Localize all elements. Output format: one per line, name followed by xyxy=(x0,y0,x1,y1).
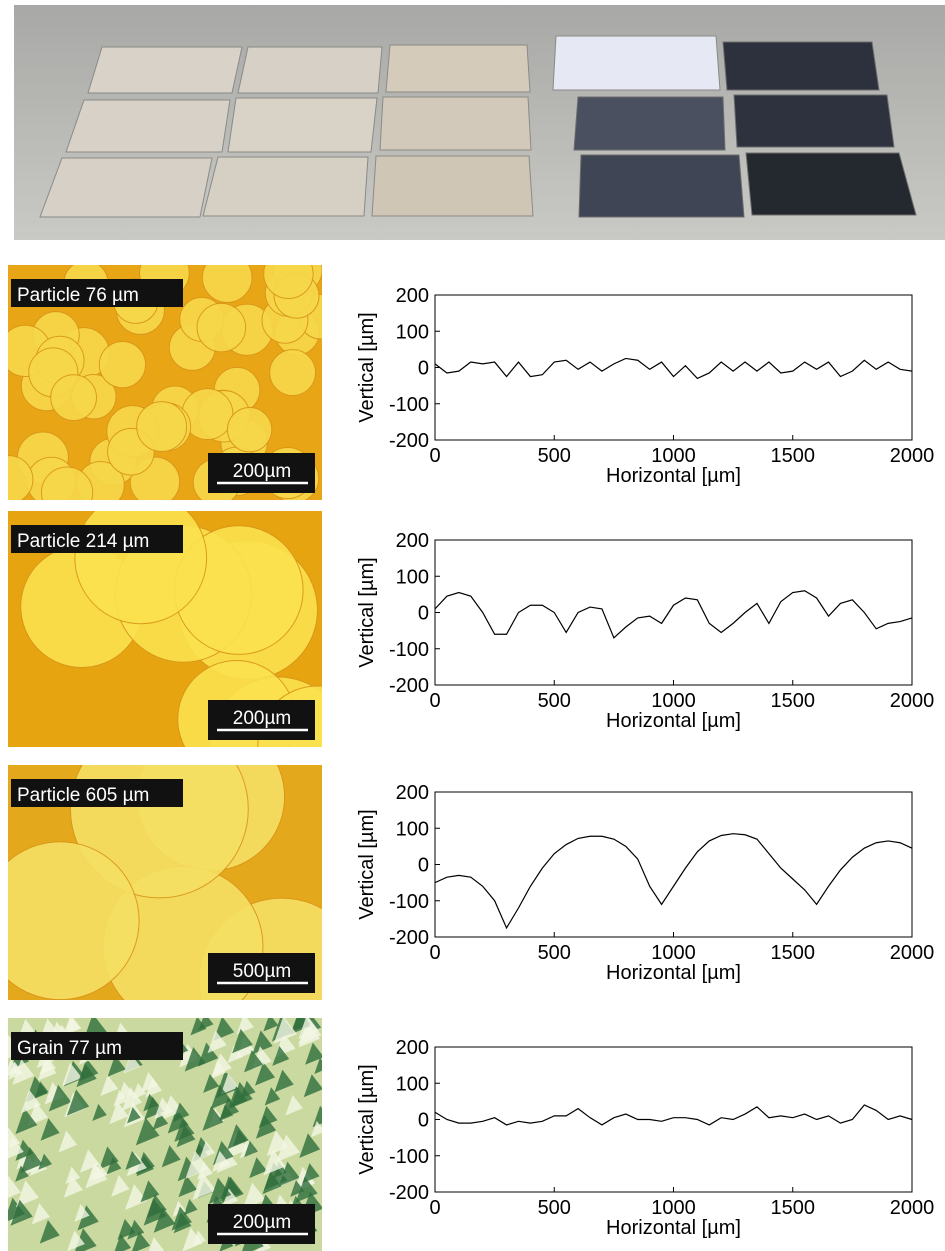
tile xyxy=(553,36,720,90)
tile xyxy=(66,100,230,152)
x-tick-label: 1000 xyxy=(651,1197,696,1219)
particle xyxy=(227,407,271,451)
x-axis-title: Horizontal [µm] xyxy=(606,710,741,732)
particle xyxy=(99,341,145,387)
tile xyxy=(380,97,531,150)
x-tick-label: 0 xyxy=(429,1197,440,1219)
line-chart: -200-10001002000500100015002000Horizonta… xyxy=(356,530,934,732)
plot-frame xyxy=(435,792,912,937)
x-tick-label: 1500 xyxy=(771,942,816,964)
x-tick-label: 2000 xyxy=(890,445,935,467)
micrograph-label: Particle 214 µm xyxy=(17,531,149,552)
y-tick-label: -100 xyxy=(389,891,429,913)
y-tick-label: 100 xyxy=(396,321,429,343)
micrograph: Particle 76 µm 200µm xyxy=(0,245,343,518)
tile xyxy=(40,158,212,217)
y-tick-label: -200 xyxy=(389,927,429,949)
micrograph: Particle 605 µm 500µm xyxy=(0,720,365,1063)
x-axis-title: Horizontal [µm] xyxy=(606,465,741,487)
y-tick-label: -100 xyxy=(389,1146,429,1168)
y-tick-label: 100 xyxy=(396,1073,429,1095)
tile xyxy=(386,45,530,92)
scale-bar-label: 200µm xyxy=(233,461,291,482)
tile xyxy=(723,42,879,90)
scale-bar-label: 500µm xyxy=(233,961,291,982)
y-tick-label: 200 xyxy=(396,782,429,804)
y-tick-label: 0 xyxy=(418,603,429,625)
y-tick-label: 0 xyxy=(418,358,429,380)
data-line xyxy=(435,591,912,638)
particle xyxy=(51,375,97,421)
micrograph-label: Grain 77 µm xyxy=(17,1038,122,1059)
x-tick-label: 1500 xyxy=(771,1197,816,1219)
micrograph: Grain 77 µm 200µm xyxy=(0,1009,331,1251)
x-tick-label: 1500 xyxy=(771,690,816,712)
tile xyxy=(88,47,242,93)
y-tick-label: 0 xyxy=(418,1110,429,1132)
tile xyxy=(228,98,377,152)
y-tick-label: 200 xyxy=(396,285,429,307)
particle xyxy=(197,303,246,352)
x-tick-label: 2000 xyxy=(890,942,935,964)
data-line xyxy=(435,834,912,928)
scale-bar-label: 200µm xyxy=(233,1212,291,1233)
x-tick-label: 500 xyxy=(538,1197,571,1219)
y-tick-label: -100 xyxy=(389,639,429,661)
line-chart: -200-10001002000500100015002000Horizonta… xyxy=(356,782,934,984)
plot-frame xyxy=(435,295,912,440)
particle xyxy=(137,402,187,452)
data-line xyxy=(435,358,912,378)
x-tick-label: 2000 xyxy=(890,1197,935,1219)
photo xyxy=(14,5,945,240)
tile xyxy=(734,95,894,147)
y-tick-label: 100 xyxy=(396,566,429,588)
y-tick-label: -100 xyxy=(389,394,429,416)
y-axis-title: Vertical [µm] xyxy=(356,557,378,667)
particle xyxy=(270,350,316,396)
x-tick-label: 1000 xyxy=(651,942,696,964)
y-tick-label: 100 xyxy=(396,818,429,840)
tile xyxy=(372,156,533,216)
x-tick-label: 1500 xyxy=(771,445,816,467)
particle xyxy=(264,249,314,299)
x-tick-label: 0 xyxy=(429,445,440,467)
x-tick-label: 0 xyxy=(429,690,440,712)
x-axis-title: Horizontal [µm] xyxy=(606,1217,741,1239)
y-axis-title: Vertical [µm] xyxy=(356,809,378,919)
x-tick-label: 0 xyxy=(429,942,440,964)
micrograph-label: Particle 76 µm xyxy=(17,285,139,306)
x-tick-label: 500 xyxy=(538,690,571,712)
plot-frame xyxy=(435,1047,912,1192)
tile xyxy=(238,47,382,93)
x-tick-label: 500 xyxy=(538,942,571,964)
particle xyxy=(41,467,92,518)
y-axis-title: Vertical [µm] xyxy=(356,1064,378,1174)
tile xyxy=(746,153,916,215)
scale-bar-label: 200µm xyxy=(233,708,291,729)
figure: Particle 76 µm200µmParticle 214 µm200µmP… xyxy=(0,0,945,1251)
x-tick-label: 2000 xyxy=(890,690,935,712)
particle xyxy=(75,492,207,624)
y-tick-label: 0 xyxy=(418,855,429,877)
plot-frame xyxy=(435,540,912,685)
x-axis-title: Horizontal [µm] xyxy=(606,962,741,984)
y-tick-label: -200 xyxy=(389,675,429,697)
tile xyxy=(203,157,368,216)
data-line xyxy=(435,1105,912,1125)
y-tick-label: -200 xyxy=(389,430,429,452)
line-chart: -200-10001002000500100015002000Horizonta… xyxy=(356,285,934,487)
y-tick-label: -200 xyxy=(389,1182,429,1204)
tile xyxy=(574,97,725,150)
y-tick-label: 200 xyxy=(396,530,429,552)
page: Particle 76 µm200µmParticle 214 µm200µmP… xyxy=(0,0,945,1251)
x-tick-label: 1000 xyxy=(651,690,696,712)
tile xyxy=(579,155,744,217)
x-tick-label: 500 xyxy=(538,445,571,467)
particle xyxy=(202,253,252,303)
micrograph-label: Particle 605 µm xyxy=(17,785,149,806)
y-axis-title: Vertical [µm] xyxy=(356,312,378,422)
x-tick-label: 1000 xyxy=(651,445,696,467)
y-tick-label: 200 xyxy=(396,1037,429,1059)
